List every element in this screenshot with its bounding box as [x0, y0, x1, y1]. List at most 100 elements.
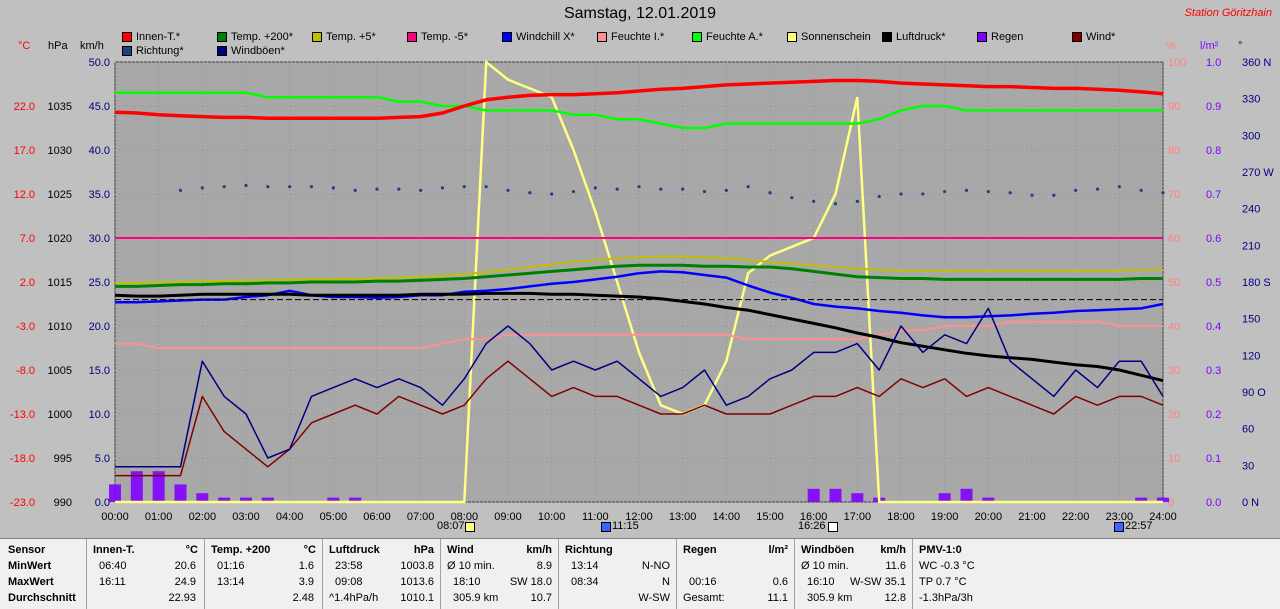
rain-bar: [109, 484, 121, 502]
pmv-trend: -1.3hPa/3h: [919, 592, 973, 604]
temp200-min-value: 1.6: [298, 560, 314, 572]
wind-distance: 305.9 km: [453, 592, 499, 604]
axis-lm2-tick: 0.5: [1206, 277, 1221, 289]
axis-time-tick: 12:00: [625, 511, 653, 523]
axis-pct-tick: 50: [1168, 277, 1180, 289]
rain-bar: [829, 488, 842, 502]
hdr-innen: Innen-T.: [93, 544, 135, 556]
wind-avg-value: 10.7: [530, 592, 552, 604]
axis-pct-tick: 70: [1168, 189, 1180, 201]
station-name: Station Göritzhain: [1184, 7, 1272, 19]
temp200-max-value: 3.9: [298, 576, 314, 588]
druck-max-value: 1013.6: [400, 576, 434, 588]
unit-kmh: km/h: [80, 40, 104, 52]
axis-hpa-tick: 1035: [48, 101, 72, 113]
legend-label: Temp. -5*: [421, 31, 469, 43]
axis-deg-tick: 300: [1242, 130, 1260, 142]
series-line-windchill-x: [115, 270, 1164, 319]
direction-point: [702, 189, 707, 194]
axis-deg-tick: 60: [1242, 424, 1254, 436]
direction-point: [462, 185, 466, 189]
direction-point: [288, 185, 292, 189]
legend-label: Richtung*: [136, 45, 184, 57]
innen-avg-value: 22.93: [168, 592, 196, 604]
direction-point: [746, 185, 750, 189]
row-durchschnitt: Durchschnitt: [8, 592, 76, 604]
axis-lm2-tick: 1.0: [1206, 57, 1221, 69]
axis-kmh-tick: 50.0: [89, 57, 110, 69]
boeen-max-value: W-SW 35.1: [849, 576, 906, 588]
axis-hpa-tick: 1020: [48, 233, 72, 245]
legend-label: Windböen*: [231, 45, 285, 57]
legend-item: Temp. -5*: [407, 31, 468, 43]
series-line-innen-t: [114, 78, 1164, 121]
axis-hpa-tick: 1025: [48, 189, 72, 201]
axis-time-tick: 11:00: [582, 511, 609, 523]
regen-max-time: 00:16: [689, 576, 717, 588]
boeen-distance: 305.9 km: [807, 592, 853, 604]
legend-swatch: [312, 32, 322, 42]
unit-temp200: °C: [303, 544, 316, 556]
druck-min-time: 23:58: [335, 560, 363, 572]
direction-point: [724, 188, 728, 192]
rain-bar: [327, 497, 340, 502]
axis-time-tick: 23:00: [1106, 511, 1134, 523]
rain-bar: [807, 488, 820, 502]
direction-point: [571, 189, 576, 194]
axis-time-tick: 19:00: [931, 511, 959, 523]
series-line-windb-en: [115, 307, 1164, 468]
axis-kmh-tick: 5.0: [95, 453, 110, 465]
rain-bar: [982, 497, 995, 502]
rain-bar: [218, 497, 231, 502]
axis-kmh-tick: 40.0: [89, 145, 110, 157]
temp200-avg-value: 2.48: [292, 592, 314, 604]
hdr-pmv: PMV-1:0: [919, 544, 962, 556]
axis-kmh-tick: 15.0: [89, 365, 110, 377]
axis-temp-tick: 22.0: [14, 101, 35, 113]
row-minwert: MinWert: [8, 560, 52, 572]
direction-point: [964, 188, 969, 192]
legend-item: Feuchte I.*: [597, 31, 664, 43]
axis-lm2-tick: 0.1: [1206, 453, 1221, 465]
axis-time-tick: 02:00: [189, 511, 217, 523]
col-richtung: Richtung 13:14 N-NO 08:34 N W-SW: [559, 539, 677, 609]
innen-min-value: 20.6: [174, 560, 196, 572]
hdr-wind: Wind: [447, 544, 474, 556]
direction-point: [440, 186, 445, 190]
unit-luftdruck: hPa: [413, 544, 434, 556]
legend-label: Temp. +200*: [231, 31, 294, 43]
axis-kmh-tick: 0.0: [95, 497, 110, 509]
col-temp200: Temp. +200 °C 01:16 1.6 13:14 3.9 2.48: [205, 539, 323, 609]
direction-point: [550, 192, 554, 196]
axis-lm2-tick: 0.4: [1206, 321, 1221, 333]
axis-time-tick: 01:00: [145, 511, 173, 523]
direction-point: [1074, 188, 1078, 192]
wind-max-value: SW 18.0: [509, 576, 552, 588]
richtung-time2: 08:34: [571, 576, 599, 588]
noon-icon: [601, 522, 611, 532]
direction-point: [528, 191, 532, 195]
axis-time-tick: 21:00: [1018, 511, 1046, 523]
legend-item: Innen-T.*: [122, 31, 180, 43]
boeen-max-time: 16:10: [807, 576, 835, 588]
innen-max-value: 24.9: [174, 576, 196, 588]
series-line-temp-5: [115, 255, 1163, 284]
innen-max-time: 16:11: [99, 576, 126, 588]
axis-time-tick: 17:00: [844, 511, 872, 523]
direction-point: [200, 186, 204, 190]
axis-hpa-tick: 1005: [48, 365, 72, 377]
axis-lm2-tick: 0.7: [1206, 189, 1221, 201]
axis-time-tick: 20:00: [975, 511, 1003, 523]
druck-avg-value: 1010.1: [400, 592, 434, 604]
axis-pct-tick: 60: [1168, 233, 1180, 245]
legend-swatch: [407, 32, 417, 42]
axis-deg-tick: 330: [1242, 94, 1260, 106]
legend-swatch: [502, 32, 512, 42]
unit-pct: %: [1166, 40, 1176, 52]
unit-innen: °C: [185, 544, 198, 556]
legend-item: Luftdruck*: [882, 31, 946, 43]
axis-hpa-tick: 1000: [48, 409, 72, 421]
axis-deg-tick: 210: [1242, 240, 1260, 252]
rain-bar: [240, 497, 252, 502]
direction-point: [1117, 185, 1121, 189]
